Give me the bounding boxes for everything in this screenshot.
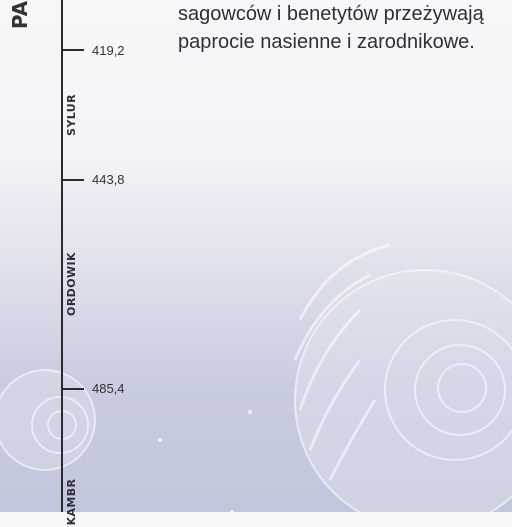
boundary-label: 485,4 [92,381,125,396]
period-label-sylur: SYLUR [65,94,78,136]
boundary-tick [62,179,84,181]
period-label-kambr: KAMBR [65,478,78,526]
description-line: sagowców i benetytów przeżywają [178,3,484,25]
large-ammonite-fossil [293,243,512,512]
boundary-label: 419,2 [92,43,125,58]
era-label: PA [8,0,32,30]
small-ammonite-fossil [0,369,96,471]
timeline-axis [61,0,63,512]
fossil-background [0,0,512,512]
boundary-tick [62,388,84,390]
boundary-label: 443,8 [92,172,125,187]
boundary-tick [62,49,84,51]
period-label-ordowik: ORDOWIK [65,252,78,316]
description-text: sagowców i benetytów przeżywają paprocie… [178,0,512,56]
description-line: paprocie nasienne i zarodnikowe. [178,31,475,53]
